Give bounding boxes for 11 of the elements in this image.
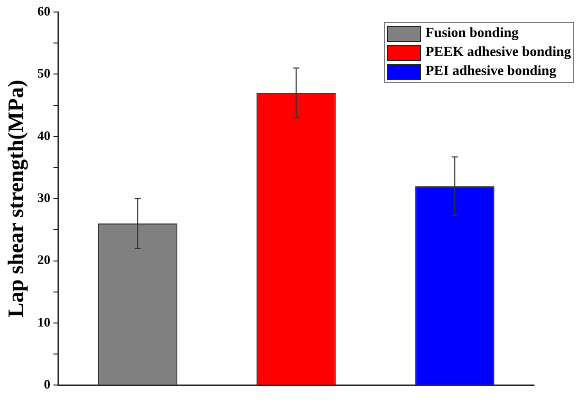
y-tick-label: 10 (37, 314, 50, 330)
legend-label: PEEK adhesive bonding (426, 44, 571, 60)
y-axis-title: Lap shear strength(MPa) (2, 80, 28, 318)
legend-label: PEI adhesive bonding (426, 64, 556, 80)
y-tick-label: 30 (37, 190, 50, 205)
y-tick-label: 40 (37, 128, 50, 143)
y-tick-label: 20 (37, 252, 50, 268)
legend-label: Fusion bonding (426, 26, 518, 42)
y-tick-label: 50 (37, 66, 50, 81)
y-tick-label: 0 (44, 376, 50, 392)
y-tick-label: 60 (37, 3, 50, 18)
